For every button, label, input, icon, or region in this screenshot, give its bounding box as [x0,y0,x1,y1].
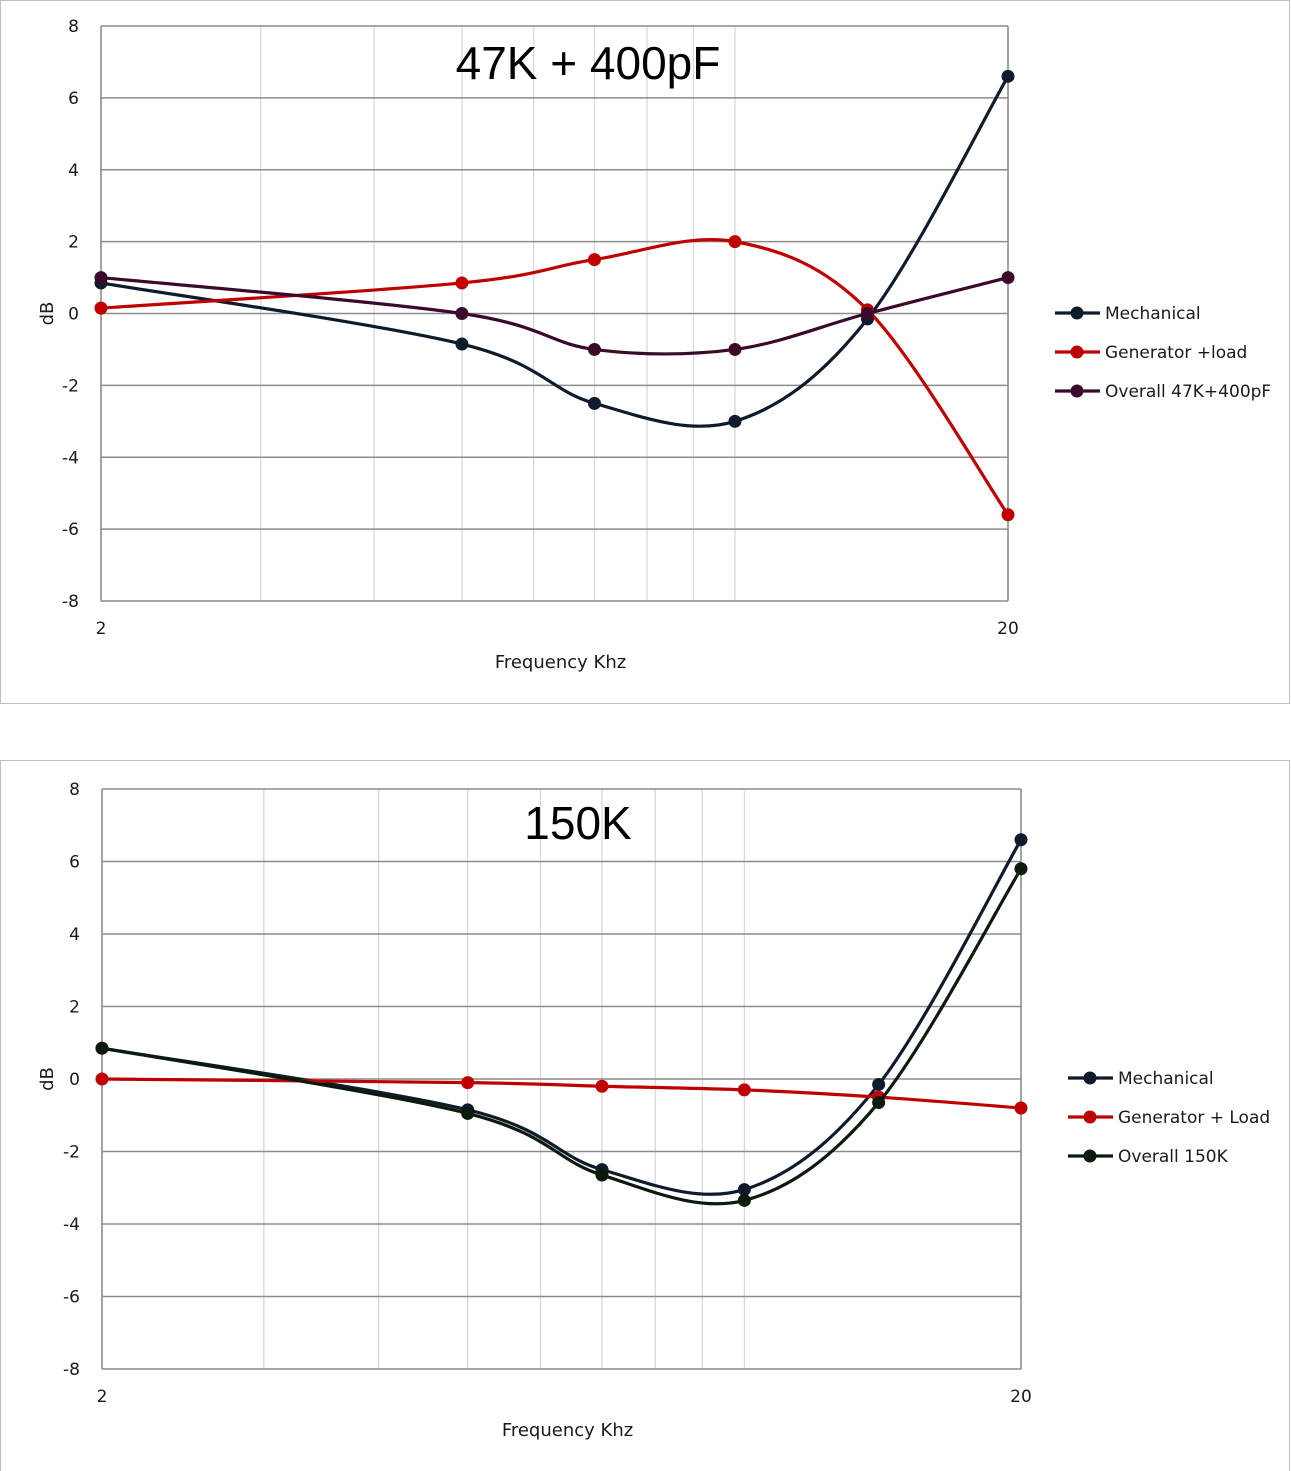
y-axis-label: dB [37,302,58,326]
data-point [1001,508,1015,522]
data-point [737,1083,751,1097]
y-tick-label: -8 [62,592,79,612]
data-point [461,1076,475,1090]
data-point [95,1072,109,1086]
y-tick-label: 4 [69,925,80,945]
x-axis-label: Frequency Khz [495,652,626,673]
data-point [1001,271,1015,285]
data-point [587,253,601,267]
legend: Mechanical Generator +load Overall 47K+400… [1055,304,1271,402]
legend-swatch-marker [1083,1071,1097,1085]
data-point [587,342,601,356]
data-point [587,396,601,410]
data-point [95,1041,109,1055]
y-tick-label: -6 [62,520,79,540]
data-point [737,1193,751,1207]
x-tick-label: 2 [96,619,107,639]
legend-label: Mechanical [1105,304,1201,324]
legend-label: Generator + Load [1118,1108,1270,1128]
data-point [728,414,742,428]
data-point [737,1183,751,1197]
y-tick-label: -4 [62,448,79,468]
chart-title: 150K [524,797,632,849]
series-2 [94,271,1015,356]
data-point [595,1168,609,1182]
data-point [94,301,108,315]
data-point [94,271,108,285]
y-tick-label: -4 [63,1215,80,1235]
y-tick-label: 6 [68,89,79,109]
legend-label: Overall 47K+400pF [1105,382,1271,402]
y-axis-label: dB [37,1067,58,1091]
series-line [100,75,1010,428]
y-tick-label: 8 [69,780,80,800]
data-point [455,276,469,290]
chart-panel-bottom: -8 -6 -4 -2 0 2 4 6 8 2 20 Frequency Khz dB 150K Mecha… [0,760,1290,1471]
legend-label: Generator +load [1105,343,1247,363]
y-tick-label: 0 [68,305,79,325]
y-tick-label: 6 [69,853,80,873]
data-point [872,1096,886,1110]
x-tick-label: 20 [1010,1387,1032,1407]
data-point [455,337,469,351]
chart-title: 47K + 400pF [456,37,721,89]
x-axis-label: Frequency Khz [502,1420,633,1441]
y-tick-label: -6 [63,1288,80,1308]
chart-panel-top: -8 -6 -4 -2 0 2 4 6 8 2 20 Frequency Khz dB 47K + 400… [0,0,1290,704]
data-point [1014,862,1028,876]
x-tick-label: 20 [997,619,1019,639]
y-tick-label: 2 [68,233,79,253]
data-point [728,235,742,249]
legend-swatch-marker [1083,1110,1097,1124]
x-tick-label: 2 [97,1387,108,1407]
y-tick-label: 4 [68,161,79,181]
series-line [101,867,1023,1206]
series-0 [95,833,1028,1197]
chart-bottom: -8 -6 -4 -2 0 2 4 6 8 2 20 Frequency Khz dB 150K Mecha… [37,780,1270,1441]
data-point [1001,69,1015,83]
y-tick-label: 0 [69,1070,80,1090]
y-tick-label: -2 [63,1143,80,1163]
legend-swatch-marker [1070,306,1084,320]
data-point [461,1106,475,1120]
series-line [100,237,1010,516]
legend-swatch-marker [1083,1149,1097,1163]
data-point [1014,1101,1028,1115]
data-point [595,1079,609,1093]
data-point [1014,833,1028,847]
legend-label: Mechanical [1118,1069,1214,1089]
series-line [100,275,1009,356]
legend-swatch-marker [1070,345,1084,359]
y-tick-label: 2 [69,998,80,1018]
legend-swatch-marker [1070,384,1084,398]
y-tick-label: 8 [68,17,79,37]
y-tick-label: -8 [63,1360,80,1380]
y-tick-label: -2 [62,376,79,396]
legend-label: Overall 150K [1118,1147,1229,1167]
series-line [101,838,1023,1196]
data-point [861,307,875,320]
series-0 [94,69,1015,428]
data-point [872,1077,886,1091]
legend: Mechanical Generator + Load Overall 150K [1068,1069,1270,1167]
data-point [455,307,469,320]
chart-top: -8 -6 -4 -2 0 2 4 6 8 2 20 Frequency Khz dB 47K + 400… [37,17,1271,673]
series-2 [95,862,1028,1207]
data-point [728,342,742,356]
series-1 [94,235,1015,522]
